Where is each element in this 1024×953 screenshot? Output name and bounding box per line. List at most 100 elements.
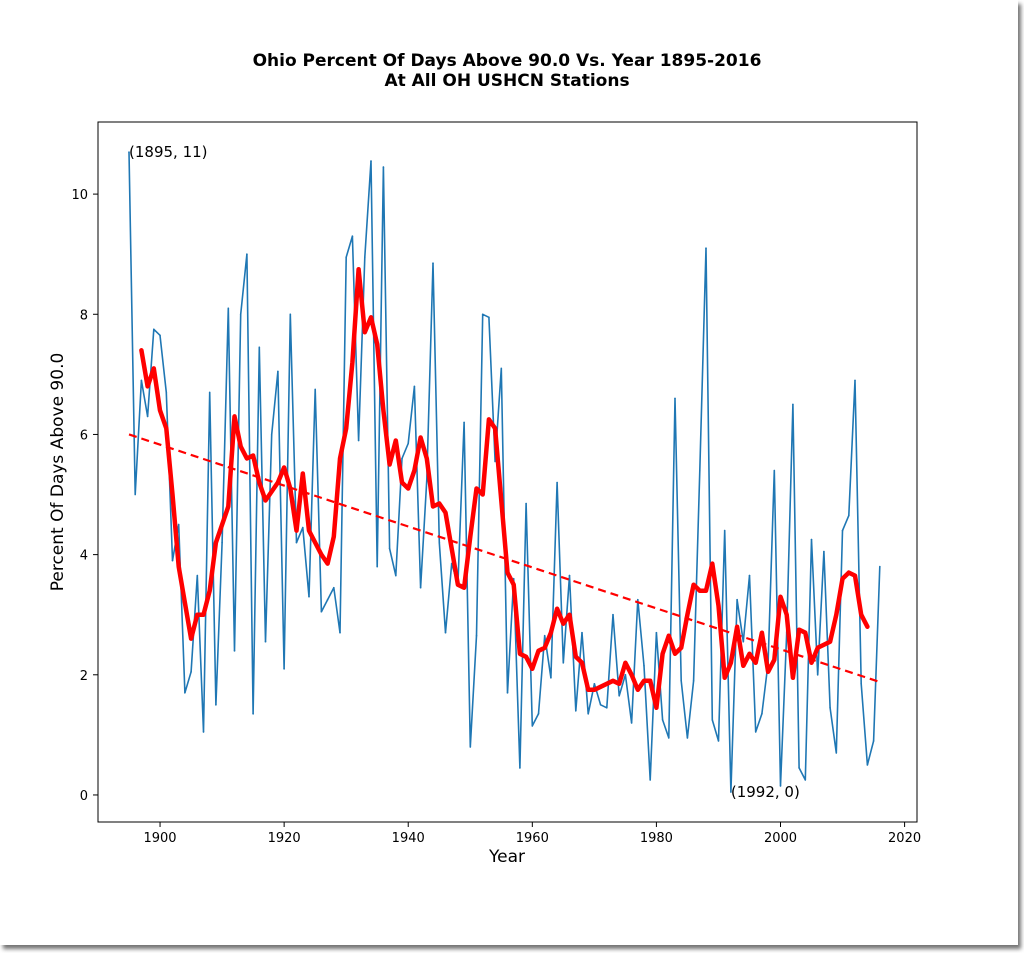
annual-data-point: [190, 671, 192, 673]
annual-data-point: [308, 595, 310, 598]
annual-data-point: [469, 746, 472, 748]
annual-data-point: [233, 650, 236, 652]
annual-data-point: [208, 391, 211, 394]
annual-data-point: [357, 439, 360, 442]
annual-data-point: [773, 469, 776, 472]
annual-data-point: [829, 707, 831, 709]
annual-data-point: [302, 526, 304, 529]
annual-data-point: [407, 442, 410, 445]
y-tick-label: 8: [80, 308, 88, 323]
annual-data-point: [711, 719, 714, 721]
annual-data-point: [674, 397, 676, 400]
annual-data-point: [165, 391, 168, 394]
annual-data-point: [686, 737, 689, 739]
plot-area-border: [97, 121, 918, 823]
annual-data-point: [705, 247, 707, 249]
annual-data-point: [606, 707, 608, 709]
y-tick-label: 0: [80, 789, 88, 804]
annual-data-point: [401, 457, 403, 460]
annual-data-point: [599, 704, 602, 706]
annual-data-point: [196, 574, 199, 577]
annual-data-point: [159, 334, 161, 337]
x-tick-label: 1960: [516, 831, 549, 846]
x-tick-label: 1980: [640, 831, 673, 846]
annual-data-point: [463, 421, 465, 424]
annual-data-point: [184, 692, 186, 694]
annual-data-point: [717, 740, 720, 742]
annual-data-point: [798, 767, 800, 769]
annual-data-point: [215, 704, 217, 706]
annual-data-point: [723, 529, 726, 532]
annual-data-point: [525, 502, 527, 505]
annual-data-point: [146, 415, 149, 418]
annual-data-point: [382, 166, 385, 168]
annual-data-point: [270, 433, 273, 436]
annual-data-point: [326, 598, 329, 601]
annual-data-point: [754, 731, 757, 733]
point-annotation: (1895, 11): [129, 143, 208, 161]
x-tick-label: 1920: [268, 831, 301, 846]
annual-data-point: [699, 469, 701, 472]
annual-data-point: [339, 631, 341, 634]
annual-data-point: [655, 631, 658, 634]
annual-data-point: [618, 695, 620, 697]
annual-data-point: [277, 370, 279, 373]
annual-data-point: [283, 668, 285, 670]
annual-data-point: [153, 328, 155, 331]
annual-data-point: [742, 640, 745, 643]
annual-data-point: [488, 316, 490, 319]
point-annotation: (1992, 0): [731, 783, 800, 801]
annual-data-point: [314, 388, 317, 391]
chart-title-line2: At All OH USHCN Stations: [384, 71, 629, 91]
annual-data-point: [630, 722, 633, 724]
annual-data-point: [612, 613, 614, 616]
annual-data-point: [624, 674, 627, 676]
annual-data-point: [537, 713, 540, 715]
annual-data-point: [500, 367, 503, 370]
annual-data-point: [252, 713, 254, 715]
annual-data-point: [444, 631, 447, 634]
annual-data-point: [854, 379, 856, 382]
annual-data-point: [388, 547, 391, 550]
annual-data-point: [761, 713, 763, 715]
annual-data-point: [438, 541, 441, 544]
annual-data-point: [519, 767, 521, 769]
annual-data-point: [134, 493, 136, 496]
annual-data-point: [692, 680, 695, 682]
y-tick-label: 4: [80, 549, 88, 564]
annual-data-point: [413, 385, 416, 388]
annual-data-point: [637, 598, 639, 601]
y-axis-label: Percent Of Days Above 90.0: [48, 353, 68, 592]
annual-data-point: [879, 565, 881, 568]
annual-data-point: [171, 559, 174, 562]
annual-data-point: [419, 586, 422, 589]
y-tick-label: 10: [71, 188, 88, 203]
annual-data-point: [835, 752, 838, 754]
x-tick-label: 2000: [764, 831, 797, 846]
annual-data-point: [295, 541, 298, 544]
annual-data-point: [587, 713, 589, 715]
annual-data-point: [351, 235, 354, 237]
annual-data-point: [432, 262, 434, 265]
annual-data-point: [556, 481, 558, 484]
annual-data-point: [264, 640, 267, 643]
annual-data-point: [792, 403, 794, 406]
chart-title-line1: Ohio Percent Of Days Above 90.0 Vs. Year…: [253, 51, 762, 71]
annual-data-point: [333, 586, 335, 589]
annual-data-point: [816, 674, 819, 676]
annual-data-point: [128, 151, 130, 153]
annual-data-point: [730, 791, 732, 793]
annual-data-point: [320, 610, 323, 613]
annual-data-point: [680, 680, 682, 682]
y-tick-label: 6: [80, 428, 88, 443]
annual-data-point: [246, 253, 248, 255]
annual-data-point: [550, 677, 552, 679]
y-tick-label: 2: [80, 669, 88, 684]
annual-data-point: [643, 665, 645, 667]
annual-data-point: [649, 779, 651, 781]
annual-data-point: [872, 740, 875, 742]
annual-data-point: [221, 541, 223, 544]
annual-data-point: [804, 779, 807, 781]
annual-data-point: [370, 160, 372, 162]
annual-data-point: [543, 634, 546, 637]
